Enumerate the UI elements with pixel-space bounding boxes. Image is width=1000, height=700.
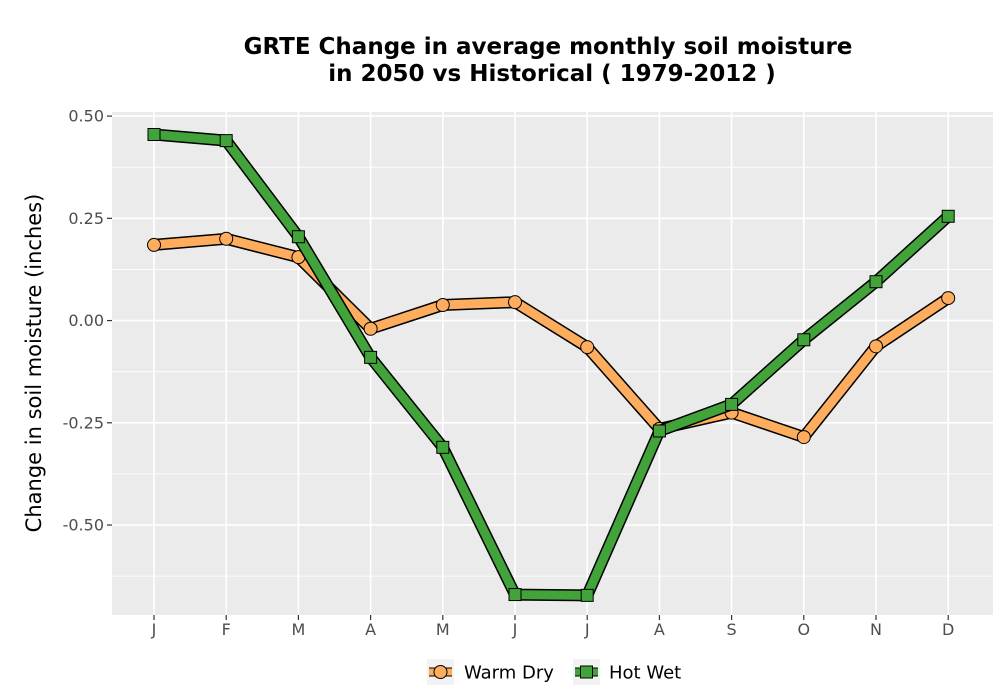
y-axis-ticks: 0.50 0.25 0.00 -0.25 -0.50 <box>63 107 112 535</box>
plot-panel <box>112 112 993 615</box>
x-tick-label: D <box>942 620 954 639</box>
grid <box>112 112 993 615</box>
x-tick-label: J <box>151 620 157 639</box>
data-point <box>580 588 594 602</box>
legend-label: Hot Wet <box>609 663 681 684</box>
legend-key-marker <box>580 665 593 679</box>
series-layer <box>147 127 956 602</box>
data-point <box>869 339 883 354</box>
series-line <box>149 130 953 600</box>
x-tick-label: J <box>512 620 518 639</box>
y-tick-label: -0.25 <box>63 413 104 432</box>
data-point <box>147 127 161 141</box>
data-point <box>869 275 883 289</box>
chart-title-line2: in 2050 vs Historical ( 1979-2012 ) <box>328 61 775 87</box>
data-point <box>725 397 739 411</box>
y-tick-label: 0.00 <box>68 311 104 330</box>
data-point <box>364 350 378 364</box>
x-tick-label: A <box>365 620 376 639</box>
y-axis-title: Change in soil moisture (inches) <box>22 194 46 533</box>
data-point <box>435 298 450 313</box>
data-point <box>363 321 378 336</box>
data-point <box>219 134 233 148</box>
legend-label: Warm Dry <box>464 663 554 684</box>
x-tick-label: S <box>727 620 737 639</box>
x-tick-label: F <box>222 620 231 639</box>
x-tick-label: N <box>870 620 882 639</box>
x-tick-label: O <box>798 620 811 639</box>
data-point <box>436 440 450 454</box>
data-point <box>941 209 955 223</box>
data-point <box>941 291 956 306</box>
data-point <box>797 333 811 347</box>
data-point <box>147 237 161 252</box>
data-point <box>291 230 305 244</box>
x-tick-label: M <box>436 620 450 639</box>
data-point <box>796 430 811 445</box>
data-point <box>219 231 234 246</box>
x-tick-label: M <box>291 620 305 639</box>
y-tick-label: 0.25 <box>68 209 104 228</box>
legend: Warm Dry Hot Wet <box>427 659 681 685</box>
x-tick-label: A <box>654 620 665 639</box>
data-point <box>508 295 522 310</box>
data-point <box>580 340 595 355</box>
x-tick-label: J <box>584 620 590 639</box>
legend-key-marker <box>433 665 448 679</box>
y-tick-label: -0.50 <box>63 516 104 535</box>
data-point <box>508 588 522 602</box>
chart-title-line1: GRTE Change in average monthly soil mois… <box>244 34 853 60</box>
series-line <box>149 234 953 442</box>
y-tick-label: 0.50 <box>68 107 104 126</box>
data-point <box>652 424 666 438</box>
